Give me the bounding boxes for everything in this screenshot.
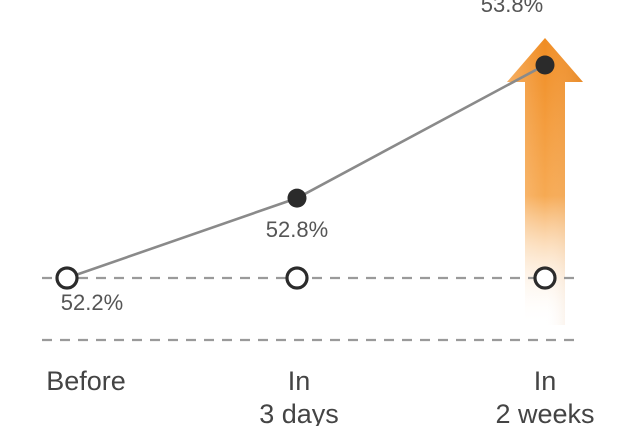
data-point-2 <box>535 55 555 75</box>
data-labels: 52.2% 52.8% 53.8% <box>61 0 543 315</box>
data-point-1 <box>287 188 307 208</box>
increase-arrow <box>507 38 583 325</box>
category-labels: Before In 3 days In 2 weeks <box>46 366 594 426</box>
baseline-marker-2 <box>533 266 557 290</box>
baseline-markers <box>55 266 557 290</box>
data-points <box>287 55 555 208</box>
data-label-1: 52.8% <box>266 217 328 242</box>
category-label-1: In 3 days <box>259 366 339 426</box>
baseline-marker-0 <box>55 266 79 290</box>
data-label-0: 52.2% <box>61 290 123 315</box>
baseline-marker-1 <box>285 266 309 290</box>
data-label-2: 53.8% <box>481 0 543 17</box>
category-label-0: Before <box>46 366 126 396</box>
category-label-2: In 2 weeks <box>495 366 594 426</box>
series-line <box>66 63 546 280</box>
